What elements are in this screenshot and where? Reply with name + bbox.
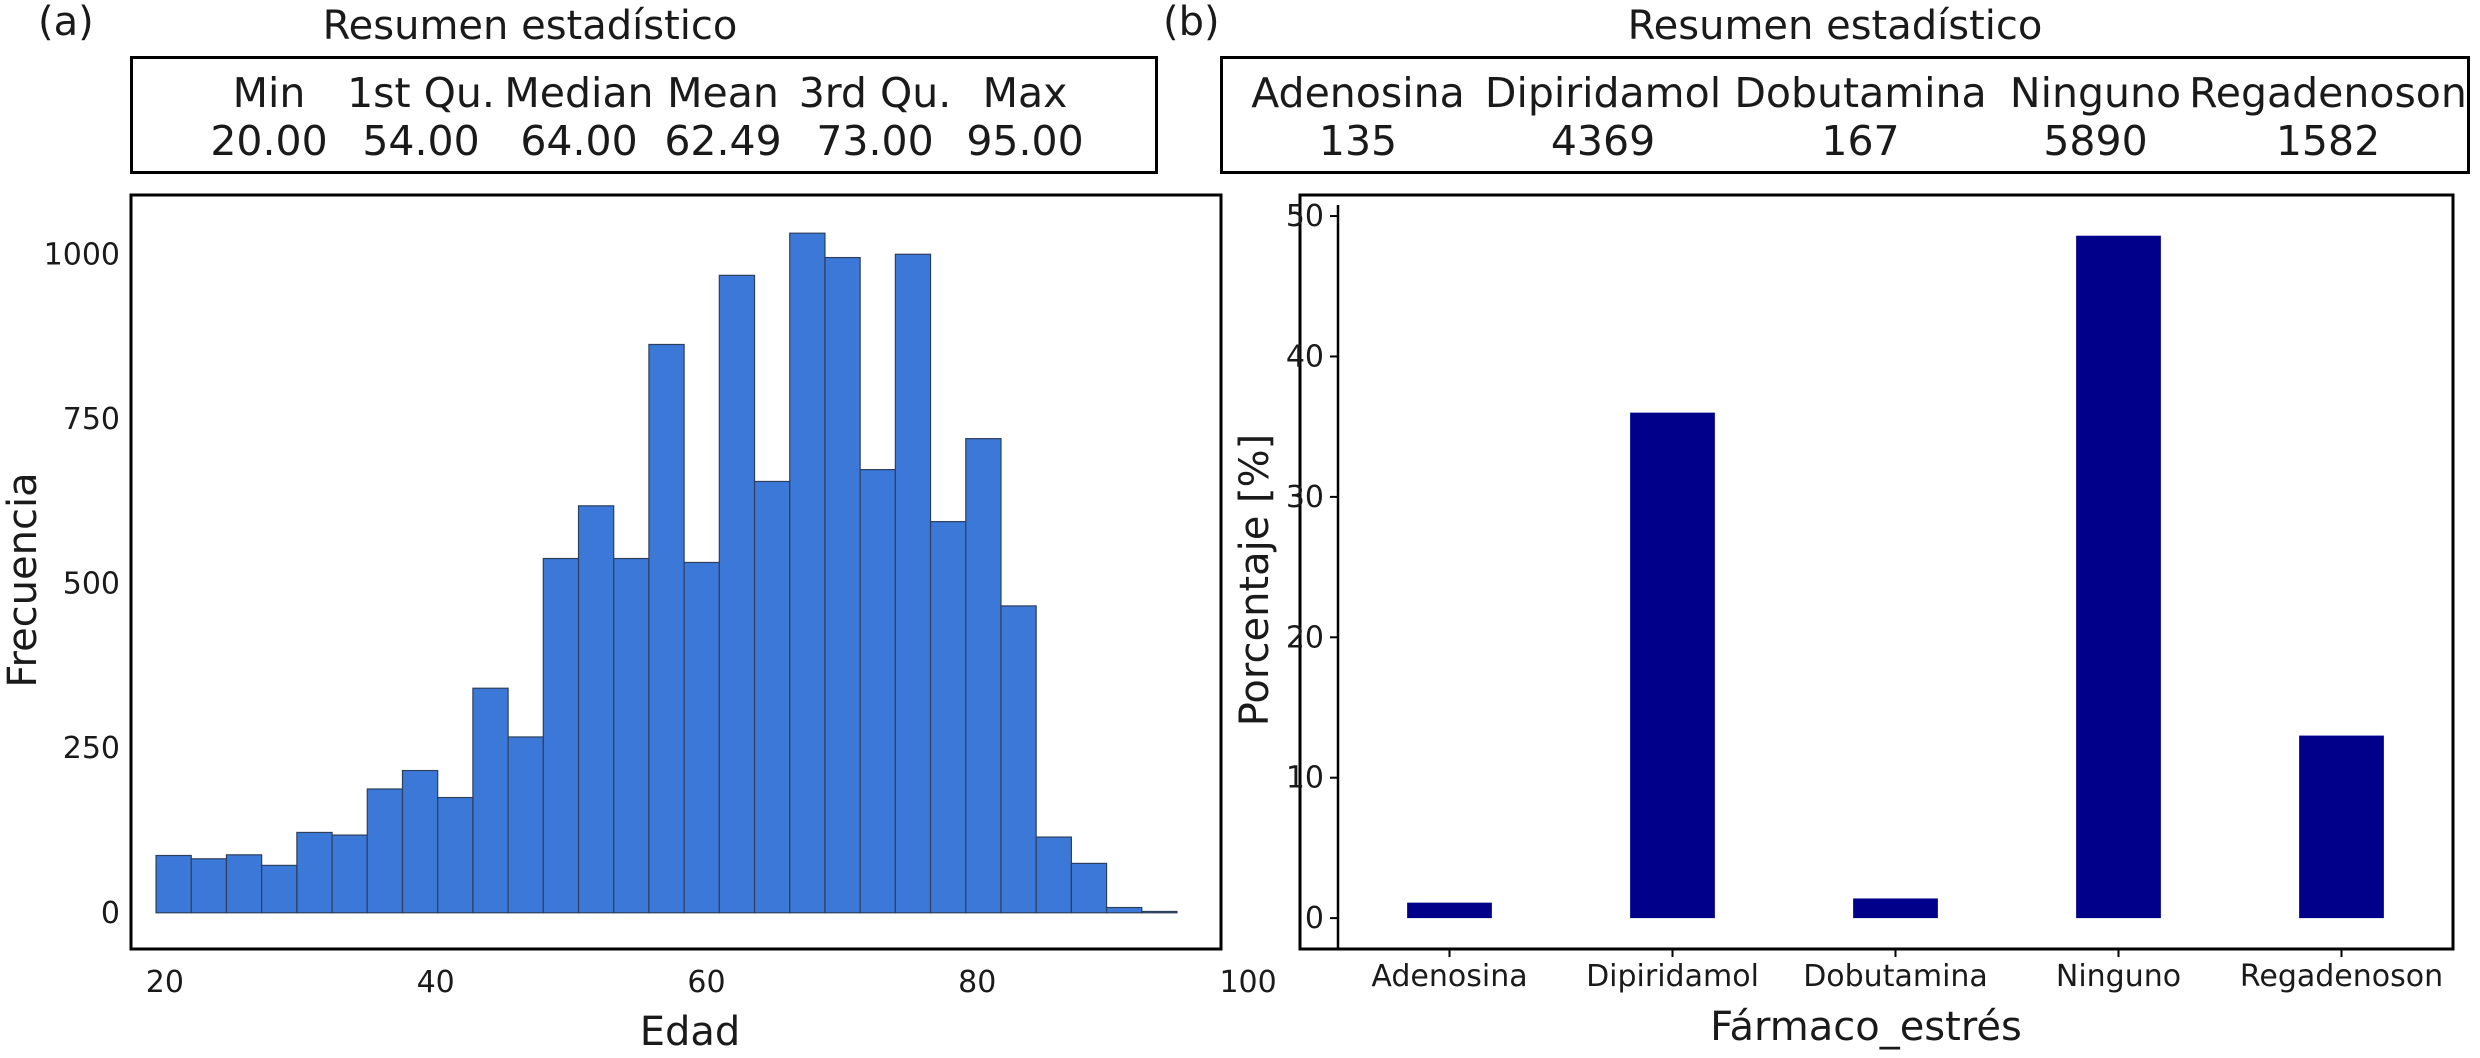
histogram-bar (542, 557, 580, 914)
bar-y-tick-label: 50 (1286, 199, 1324, 234)
histogram-x-axis-label: Edad (640, 1009, 741, 1055)
histogram-bars (155, 232, 1178, 914)
summary-a-mean-name: Mean (667, 69, 779, 117)
summary-b-regadenoson-name: Regadenoson (2189, 69, 2467, 117)
bar-plot-frame (1298, 193, 2455, 951)
histogram-bar (613, 557, 650, 914)
histogram-bar (1105, 906, 1143, 914)
summary-a-median-value: 64.00 (520, 117, 638, 165)
bar-y-tick-label: 40 (1286, 339, 1324, 374)
histogram-bar (648, 343, 685, 914)
histogram-bar (929, 521, 967, 914)
summary-b-adenosina-name: Adenosina (1251, 69, 1465, 117)
histogram-bar (366, 788, 404, 914)
histogram-bar (1035, 836, 1072, 914)
histogram-y-tick-label: 750 (63, 402, 120, 437)
bar-y-tick-label: 0 (1305, 901, 1324, 936)
histogram-x-ticks: 20 40 60 80 100 (146, 965, 1277, 1000)
histogram-y-ticks: 0 250 500 750 1000 (44, 237, 120, 931)
histogram-bar (225, 854, 263, 914)
histogram-bar (577, 505, 615, 914)
summary-b-dobutamina-name: Dobutamina (1734, 69, 1987, 117)
summary-b-regadenoson-value: 1582 (2275, 117, 2381, 165)
bar-y-tick-label: 30 (1286, 480, 1324, 515)
summary-b-dipiridamol-value: 4369 (1550, 117, 1656, 165)
histogram-bar (753, 480, 791, 914)
histogram-bar (1070, 862, 1108, 914)
bar-adenosina (1407, 902, 1492, 919)
histogram-bar (401, 769, 439, 914)
summary-a-q1-name: 1st Qu. (347, 69, 495, 117)
histogram-x-tick-label: 60 (687, 965, 725, 1000)
histogram-plot-frame (129, 193, 1223, 951)
histogram-bar (824, 256, 861, 914)
histogram-bar (437, 796, 474, 914)
histogram-bar (859, 469, 896, 914)
summary-a-box: Min 20.00 1st Qu. 54.00 Median 64.00 Mea… (130, 56, 1158, 174)
summary-a-max-value: 95.00 (966, 117, 1084, 165)
summary-a-q3-name: 3rd Qu. (798, 69, 952, 117)
histogram-y-tick-label: 1000 (44, 237, 120, 272)
bar-regadenoson (2299, 735, 2384, 919)
histogram-x-tick-label: 40 (417, 965, 455, 1000)
bar-dipiridamol (1630, 412, 1715, 919)
bar-y-tick-label: 20 (1286, 620, 1324, 655)
histogram-y-axis-label: Frecuencia (0, 472, 46, 687)
summary-b-box: Adenosina 135 Dipiridamol 4369 Dobutamin… (1220, 56, 2470, 174)
summary-a-median-name: Median (504, 69, 654, 117)
histogram-y-tick-label: 500 (63, 567, 120, 602)
panel-a-label: (a) (38, 0, 94, 45)
summary-a-title: Resumen estadístico (322, 3, 738, 49)
bar-y-tick-label: 10 (1286, 761, 1324, 796)
summary-b-adenosina-value: 135 (1318, 117, 1398, 165)
summary-a-mean-value: 62.49 (664, 117, 782, 165)
bar-y-axis-label: Porcentaje [%] (1232, 434, 1278, 727)
bar-series (1407, 235, 2384, 919)
histogram-bar (155, 854, 192, 914)
histogram-bar (789, 232, 826, 914)
bar-y-ticks: 0 10 20 30 40 50 (1286, 199, 1338, 936)
bar-x-tick-label: Adenosina (1371, 959, 1527, 994)
summary-a-q1-value: 54.00 (362, 117, 480, 165)
bar-ninguno (2076, 235, 2161, 919)
histogram-bar (296, 831, 333, 914)
histogram-bar (894, 253, 932, 914)
summary-b-ninguno-name: Ninguno (2009, 69, 2182, 117)
bar-x-tick-label: Ninguno (2056, 959, 2181, 994)
summary-b-dipiridamol-name: Dipiridamol (1484, 69, 1722, 117)
summary-a-max-name: Max (982, 69, 1068, 117)
histogram-bar (683, 561, 720, 914)
histogram-bar (718, 274, 756, 914)
bar-dobutamina (1853, 898, 1938, 919)
histogram-bar (190, 858, 228, 914)
histogram-bar (1141, 910, 1178, 914)
summary-b-ninguno-value: 5890 (2043, 117, 2148, 165)
summary-b-dobutamina-value: 167 (1821, 117, 1900, 165)
histogram-y-tick-label: 250 (63, 731, 120, 766)
bar-axes (1336, 205, 2453, 951)
histogram-y-tick-label: 0 (101, 896, 120, 931)
histogram-bar (472, 687, 509, 914)
bar-x-tick-label: Dobutamina (1803, 959, 1988, 994)
bar-x-tick-label: Regadenoson (2240, 959, 2443, 994)
summary-a-min-value: 20.00 (210, 117, 328, 165)
histogram-bar (965, 438, 1002, 914)
histogram-bar (261, 864, 298, 914)
histogram-x-tick-label: 20 (146, 965, 184, 1000)
bar-x-ticks: Adenosina Dipiridamol Dobutamina Ninguno Reg… (1371, 949, 2443, 994)
bar-x-tick-label: Dipiridamol (1586, 959, 1759, 994)
bar-x-axis-label: Fármaco_estrés (1710, 1004, 2022, 1050)
histogram-bar (331, 834, 368, 914)
summary-a-q3-value: 73.00 (816, 117, 934, 165)
histogram-x-tick-label: 80 (958, 965, 996, 1000)
histogram-bar (507, 736, 544, 914)
summary-b-title: Resumen estadístico (1627, 3, 2043, 49)
panel-b-label: (b) (1163, 0, 1220, 45)
summary-a-min-name: Min (232, 69, 306, 117)
histogram-bar (1000, 605, 1037, 914)
histogram-x-tick-label: 100 (1219, 965, 1276, 1000)
